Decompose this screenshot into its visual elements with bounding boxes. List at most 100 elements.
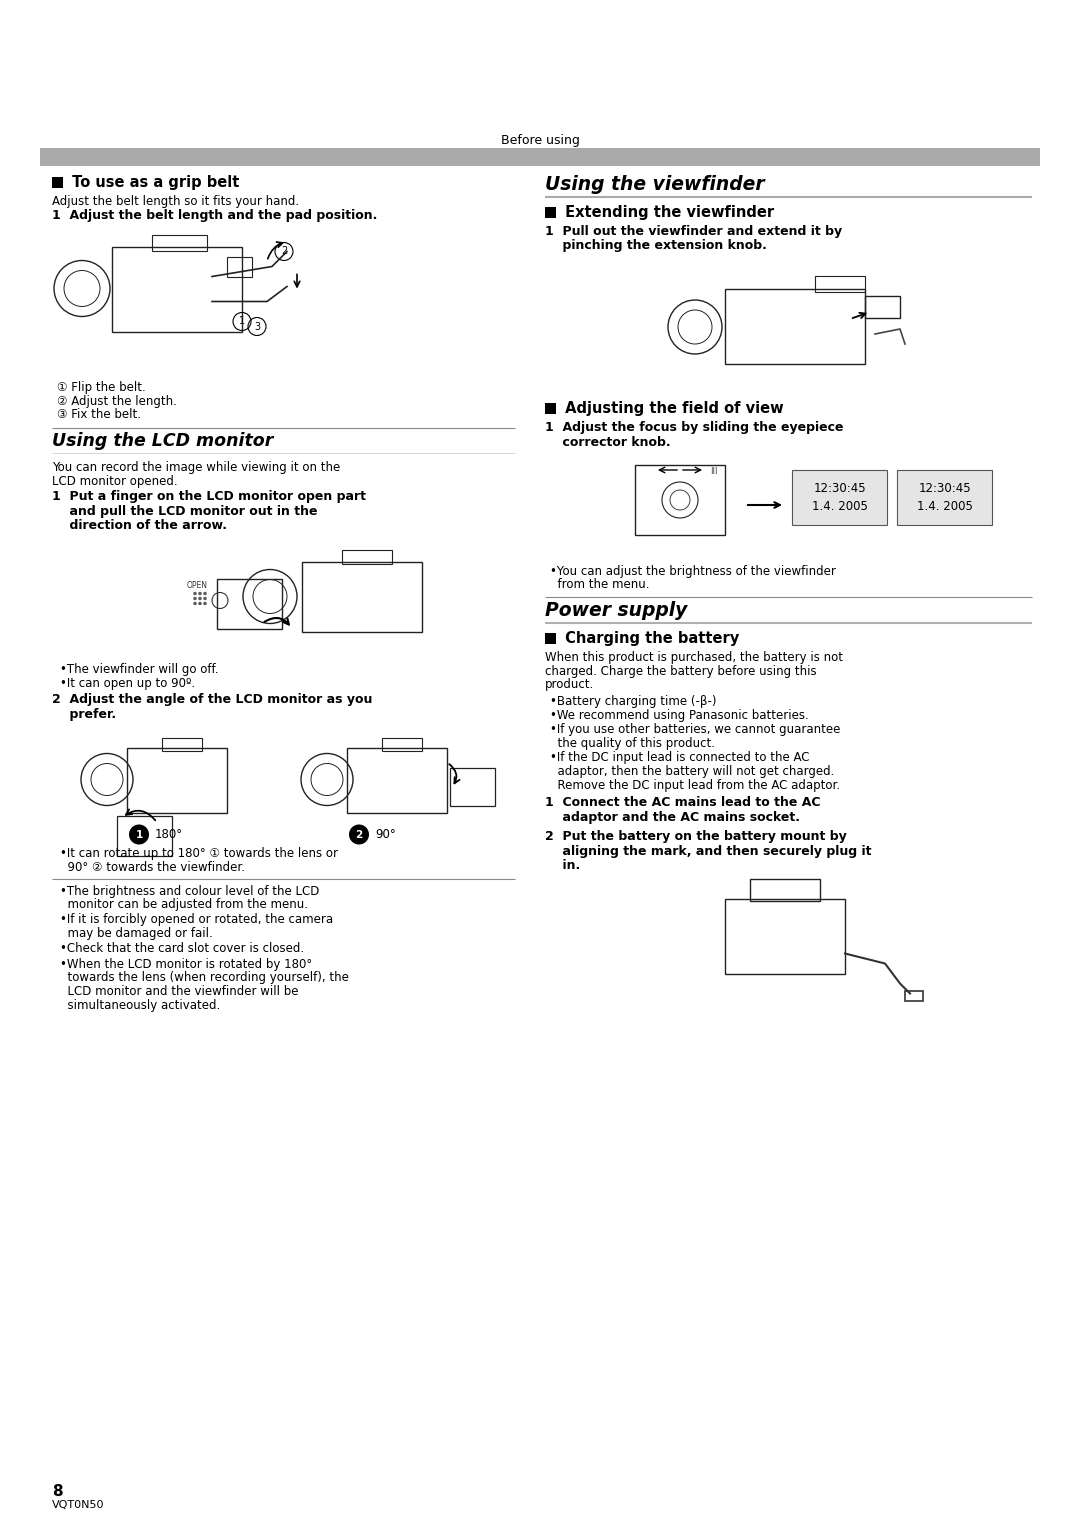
Text: in.: in. (545, 859, 580, 871)
Text: 8: 8 (52, 1483, 63, 1499)
Text: 12:30:45: 12:30:45 (813, 482, 866, 494)
Bar (302, 562, 422, 632)
Bar (227, 256, 252, 276)
Circle shape (203, 597, 206, 600)
Circle shape (193, 597, 197, 600)
Bar (750, 879, 820, 900)
Bar (545, 403, 556, 414)
Text: product.: product. (545, 678, 594, 691)
Text: 1  Connect the AC mains lead to the AC: 1 Connect the AC mains lead to the AC (545, 797, 821, 809)
Bar (342, 549, 392, 563)
Text: VQT0N50: VQT0N50 (52, 1500, 105, 1511)
Text: •The viewfinder will go off.: •The viewfinder will go off. (60, 664, 218, 676)
Text: 90° ② towards the viewfinder.: 90° ② towards the viewfinder. (60, 861, 245, 874)
Bar (217, 578, 282, 629)
Text: 1.4. 2005: 1.4. 2005 (811, 501, 867, 513)
Text: 12:30:45: 12:30:45 (918, 482, 971, 494)
Text: Remove the DC input lead from the AC adaptor.: Remove the DC input lead from the AC ada… (550, 778, 840, 792)
Text: Using the viewfinder: Using the viewfinder (545, 175, 765, 194)
Circle shape (349, 824, 369, 844)
Text: aligning the mark, and then securely plug it: aligning the mark, and then securely plu… (545, 844, 872, 858)
Text: Before using: Before using (500, 134, 580, 146)
Text: You can record the image while viewing it on the: You can record the image while viewing i… (52, 461, 340, 475)
Bar (725, 288, 865, 365)
Circle shape (193, 592, 197, 595)
Bar (112, 247, 242, 331)
Text: direction of the arrow.: direction of the arrow. (52, 519, 227, 533)
Text: LCD monitor and the viewfinder will be: LCD monitor and the viewfinder will be (60, 984, 298, 998)
Text: •It can open up to 90º.: •It can open up to 90º. (60, 678, 195, 690)
Bar (897, 470, 993, 525)
Text: adaptor and the AC mains socket.: adaptor and the AC mains socket. (545, 810, 800, 824)
Text: Power supply: Power supply (545, 601, 687, 620)
Bar (815, 276, 865, 291)
Text: ③ Fix the belt.: ③ Fix the belt. (57, 409, 141, 421)
Text: 2  Adjust the angle of the LCD monitor as you: 2 Adjust the angle of the LCD monitor as… (52, 693, 373, 707)
Bar (635, 465, 725, 536)
Text: •It can rotate up to 180° ① towards the lens or: •It can rotate up to 180° ① towards the … (60, 847, 338, 861)
Bar (52, 177, 63, 188)
Bar (545, 633, 556, 644)
Text: 2: 2 (281, 247, 287, 256)
Text: charged. Charge the battery before using this: charged. Charge the battery before using… (545, 664, 816, 678)
Bar (450, 768, 495, 806)
Text: OPEN: OPEN (187, 581, 208, 591)
Bar (792, 470, 887, 525)
Text: ① Flip the belt.: ① Flip the belt. (57, 382, 146, 395)
Text: the quality of this product.: the quality of this product. (550, 737, 715, 749)
Text: 1  Put a finger on the LCD monitor open part: 1 Put a finger on the LCD monitor open p… (52, 490, 366, 504)
Circle shape (199, 592, 202, 595)
Bar (152, 235, 207, 250)
Text: Adjusting the field of view: Adjusting the field of view (561, 401, 784, 417)
Circle shape (203, 592, 206, 595)
Text: •We recommend using Panasonic batteries.: •We recommend using Panasonic batteries. (550, 710, 809, 722)
Text: prefer.: prefer. (52, 708, 117, 720)
Text: •Check that the card slot cover is closed.: •Check that the card slot cover is close… (60, 943, 305, 955)
Bar (905, 990, 923, 1001)
Circle shape (199, 601, 202, 604)
Text: III: III (710, 467, 717, 476)
Text: •If it is forcibly opened or rotated, the camera: •If it is forcibly opened or rotated, th… (60, 914, 333, 926)
Text: •When the LCD monitor is rotated by 180°: •When the LCD monitor is rotated by 180° (60, 958, 312, 971)
Text: from the menu.: from the menu. (550, 578, 649, 592)
Text: 2  Put the battery on the battery mount by: 2 Put the battery on the battery mount b… (545, 830, 847, 842)
Text: pinching the extension knob.: pinching the extension knob. (545, 240, 767, 252)
Text: 1  Adjust the focus by sliding the eyepiece: 1 Adjust the focus by sliding the eyepie… (545, 421, 843, 433)
Text: adaptor, then the battery will not get charged.: adaptor, then the battery will not get c… (550, 765, 835, 778)
Text: 1  Pull out the viewfinder and extend it by: 1 Pull out the viewfinder and extend it … (545, 224, 842, 238)
Circle shape (203, 601, 206, 604)
Text: corrector knob.: corrector knob. (545, 435, 671, 449)
Text: 1: 1 (135, 830, 143, 839)
Bar (127, 748, 227, 812)
Text: •Battery charging time (-β-): •Battery charging time (-β-) (550, 694, 716, 708)
Bar (725, 899, 845, 974)
Circle shape (129, 824, 149, 844)
Circle shape (199, 597, 202, 600)
Bar (40, 148, 1040, 166)
Bar (382, 737, 422, 751)
Text: 2: 2 (355, 830, 363, 839)
Text: 90°: 90° (375, 829, 395, 841)
Text: and pull the LCD monitor out in the: and pull the LCD monitor out in the (52, 505, 318, 517)
Text: 1.4. 2005: 1.4. 2005 (917, 501, 972, 513)
Text: When this product is purchased, the battery is not: When this product is purchased, the batt… (545, 652, 843, 664)
Text: 180°: 180° (156, 829, 184, 841)
Text: monitor can be adjusted from the menu.: monitor can be adjusted from the menu. (60, 897, 308, 911)
Text: •If the DC input lead is connected to the AC: •If the DC input lead is connected to th… (550, 751, 810, 765)
Text: LCD monitor opened.: LCD monitor opened. (52, 475, 177, 487)
Text: 1  Adjust the belt length and the pad position.: 1 Adjust the belt length and the pad pos… (52, 209, 377, 221)
Text: 1: 1 (239, 316, 245, 327)
Text: may be damaged or fail.: may be damaged or fail. (60, 926, 213, 940)
Text: To use as a grip belt: To use as a grip belt (67, 175, 240, 191)
Text: •You can adjust the brightness of the viewfinder: •You can adjust the brightness of the vi… (550, 565, 836, 578)
Bar (347, 748, 447, 812)
Text: Adjust the belt length so it fits your hand.: Adjust the belt length so it fits your h… (52, 195, 299, 208)
Bar (545, 208, 556, 218)
Text: •The brightness and colour level of the LCD: •The brightness and colour level of the … (60, 885, 320, 897)
Circle shape (193, 601, 197, 604)
Text: towards the lens (when recording yourself), the: towards the lens (when recording yoursel… (60, 972, 349, 984)
Text: Extending the viewfinder: Extending the viewfinder (561, 204, 774, 220)
Text: 3: 3 (254, 322, 260, 331)
Text: •If you use other batteries, we cannot guarantee: •If you use other batteries, we cannot g… (550, 723, 840, 737)
Bar (865, 296, 900, 317)
